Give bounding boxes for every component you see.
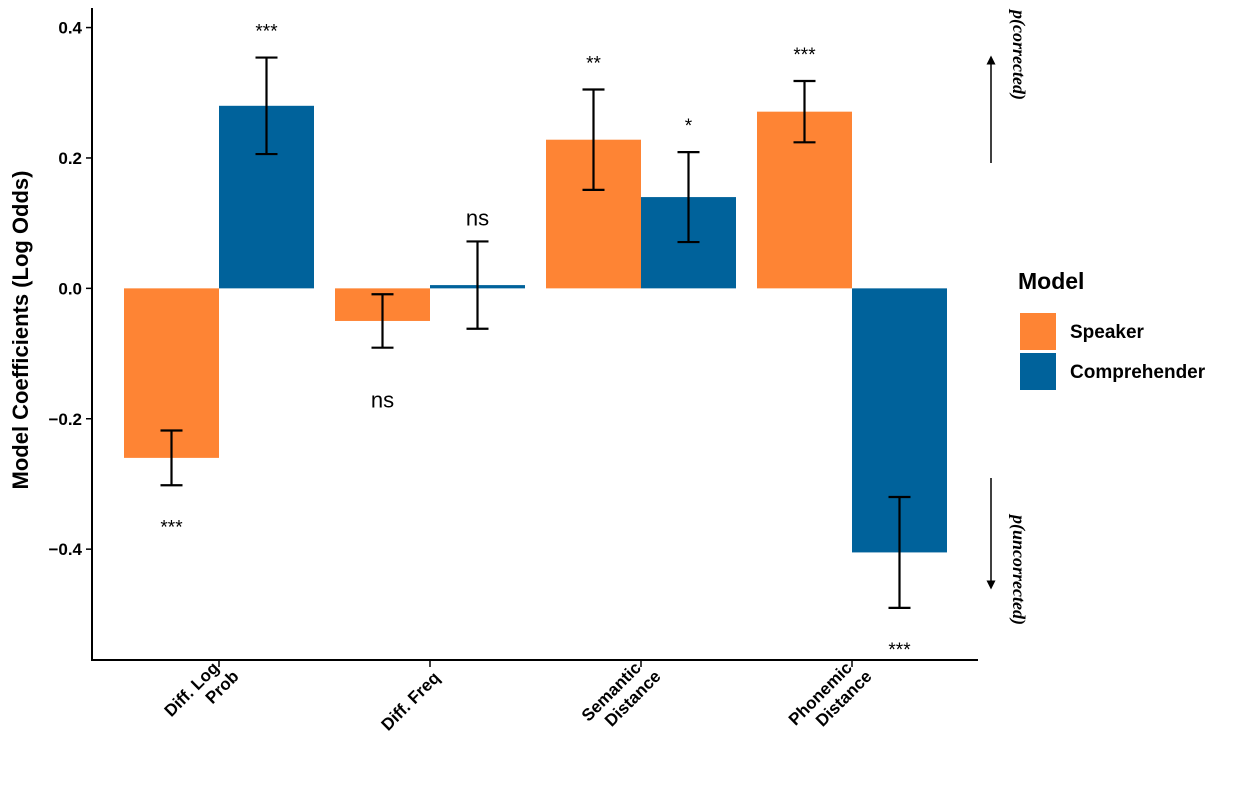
legend-swatch (1020, 313, 1056, 350)
legend-label: Speaker (1070, 322, 1145, 343)
y-axis-label: Model Coefficients (Log Odds) (8, 171, 33, 490)
x-tick-label: PhonemicDistance (785, 653, 876, 744)
x-tick-label: Diff. Freq (377, 668, 443, 734)
y-tick-label: 0.2 (58, 149, 82, 168)
significance-label: *** (255, 22, 278, 43)
legend-swatch (1020, 353, 1056, 390)
significance-label: ** (586, 54, 601, 75)
significance-label: *** (888, 640, 911, 661)
annotation: p(corrected) (1008, 8, 1029, 100)
x-tick-label: Diff. LogProb (161, 653, 243, 735)
y-tick-label: −0.2 (48, 410, 82, 429)
y-tick-label: 0.0 (58, 279, 82, 298)
annotation: p(uncorrected) (1008, 513, 1029, 625)
y-tick-label: −0.4 (48, 540, 82, 559)
legend-title: Model (1018, 268, 1084, 294)
significance-label: * (685, 116, 693, 137)
y-tick-label: 0.4 (58, 19, 82, 38)
x-tick-label-line: Diff. Freq (377, 668, 443, 734)
x-tick-label: SemanticDistance (578, 653, 665, 740)
significance-label: ns (466, 205, 489, 230)
significance-label: *** (160, 517, 183, 538)
legend-label: Comprehender (1070, 362, 1206, 383)
significance-label: ns (371, 388, 394, 413)
significance-label: *** (793, 45, 816, 66)
